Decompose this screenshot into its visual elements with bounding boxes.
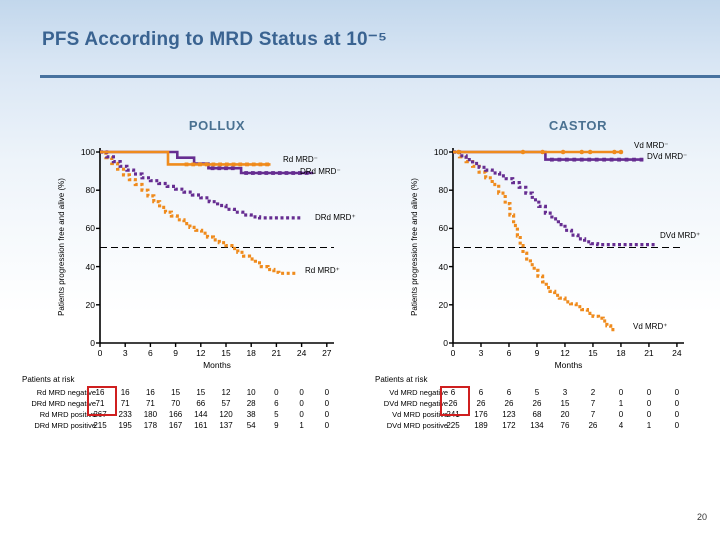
curve-marker	[217, 166, 222, 171]
curve-marker	[594, 157, 599, 162]
curve-marker	[250, 171, 255, 175]
km-curve	[100, 150, 296, 275]
title-underline	[40, 75, 720, 78]
curve-marker	[587, 157, 592, 162]
curve-marker	[579, 149, 585, 155]
curve-marker	[612, 149, 617, 155]
curve-marker	[264, 171, 269, 175]
curve-marker	[617, 157, 621, 162]
curve-marker	[251, 162, 256, 167]
curve-marker	[258, 162, 263, 167]
curve-marker	[284, 171, 289, 175]
km-curve	[453, 150, 657, 247]
curve-marker	[224, 166, 228, 171]
curve-marker	[245, 162, 249, 167]
curve-marker	[244, 171, 249, 175]
curve-marker	[618, 149, 624, 155]
curve-marker	[231, 162, 236, 167]
curve-marker	[520, 149, 526, 155]
curve-marker	[564, 157, 569, 162]
curve-marker	[456, 149, 461, 155]
slide-title: PFS According to MRD Status at 10⁻⁵	[42, 29, 388, 50]
curve-marker	[557, 157, 562, 162]
curve-marker	[560, 149, 566, 155]
curve-marker	[540, 149, 545, 155]
km-curve	[100, 150, 302, 220]
curve-marker	[184, 162, 189, 167]
curve-marker	[191, 162, 196, 167]
curve-marker	[218, 162, 223, 167]
curve-marker	[230, 166, 235, 171]
curve-marker	[277, 171, 282, 175]
curve-marker	[291, 171, 296, 175]
curve-marker	[257, 171, 262, 175]
curve-marker	[211, 162, 216, 167]
curve-marker	[304, 171, 309, 175]
curve-marker	[224, 162, 229, 167]
curve-marker	[204, 162, 209, 167]
curve-marker	[198, 162, 202, 167]
curve-marker	[238, 162, 243, 167]
curve-marker	[624, 157, 629, 162]
curve-marker	[549, 157, 554, 162]
curve-marker	[298, 171, 302, 175]
page-number: 20	[697, 512, 708, 522]
km-curve	[453, 150, 616, 332]
curve-marker	[632, 157, 636, 162]
curve-marker	[609, 157, 614, 162]
curve-marker	[602, 157, 607, 162]
curve-marker	[265, 162, 270, 167]
curve-marker	[579, 157, 584, 162]
curve-marker	[587, 149, 593, 155]
curve-marker	[639, 157, 644, 162]
km-curve	[100, 150, 314, 175]
curve-marker	[271, 171, 275, 175]
curve-marker	[210, 166, 215, 171]
curve-marker	[572, 157, 577, 162]
